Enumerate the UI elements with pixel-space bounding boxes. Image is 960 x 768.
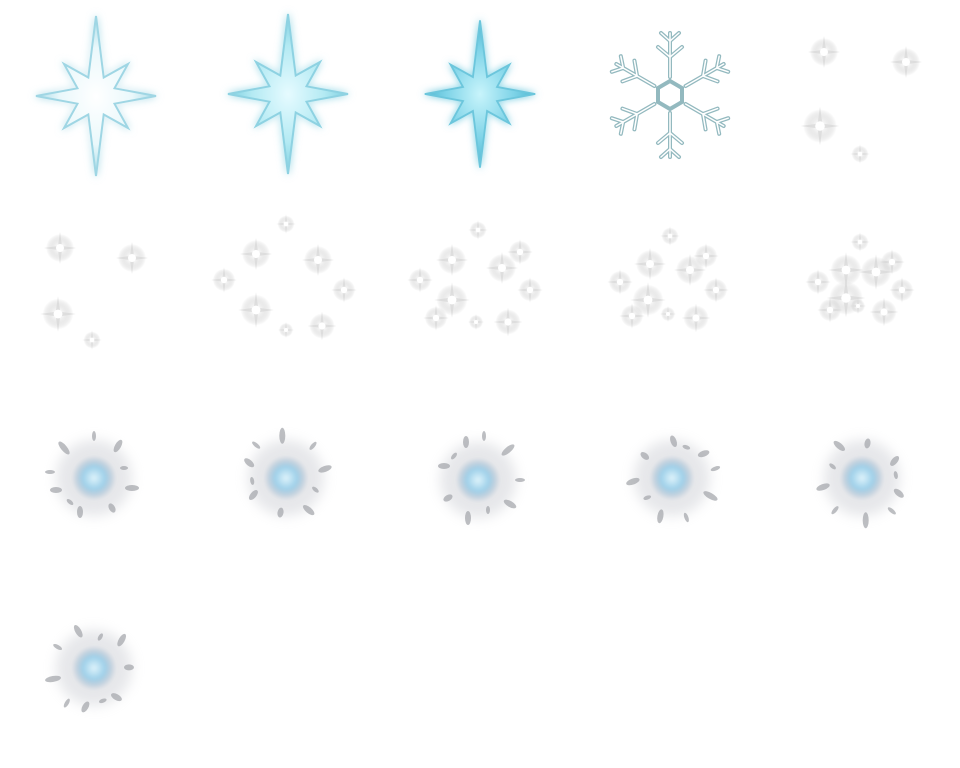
snowflake [608,31,732,159]
sparkle-cluster [407,220,543,337]
sparkle-cluster [805,232,915,327]
sparkle-cluster [211,214,357,341]
sparkle-cluster [607,226,729,333]
ice-burst [438,431,525,525]
ice-burst [616,424,734,538]
sparkle-cluster [800,36,922,164]
ice-burst [45,431,139,518]
ice-star [423,19,537,169]
ice-star [35,15,157,177]
ice-burst [29,606,151,731]
ice-burst [223,410,351,537]
ice-star [227,13,349,175]
ice-burst [797,418,925,545]
sparkle-cluster [40,232,148,350]
